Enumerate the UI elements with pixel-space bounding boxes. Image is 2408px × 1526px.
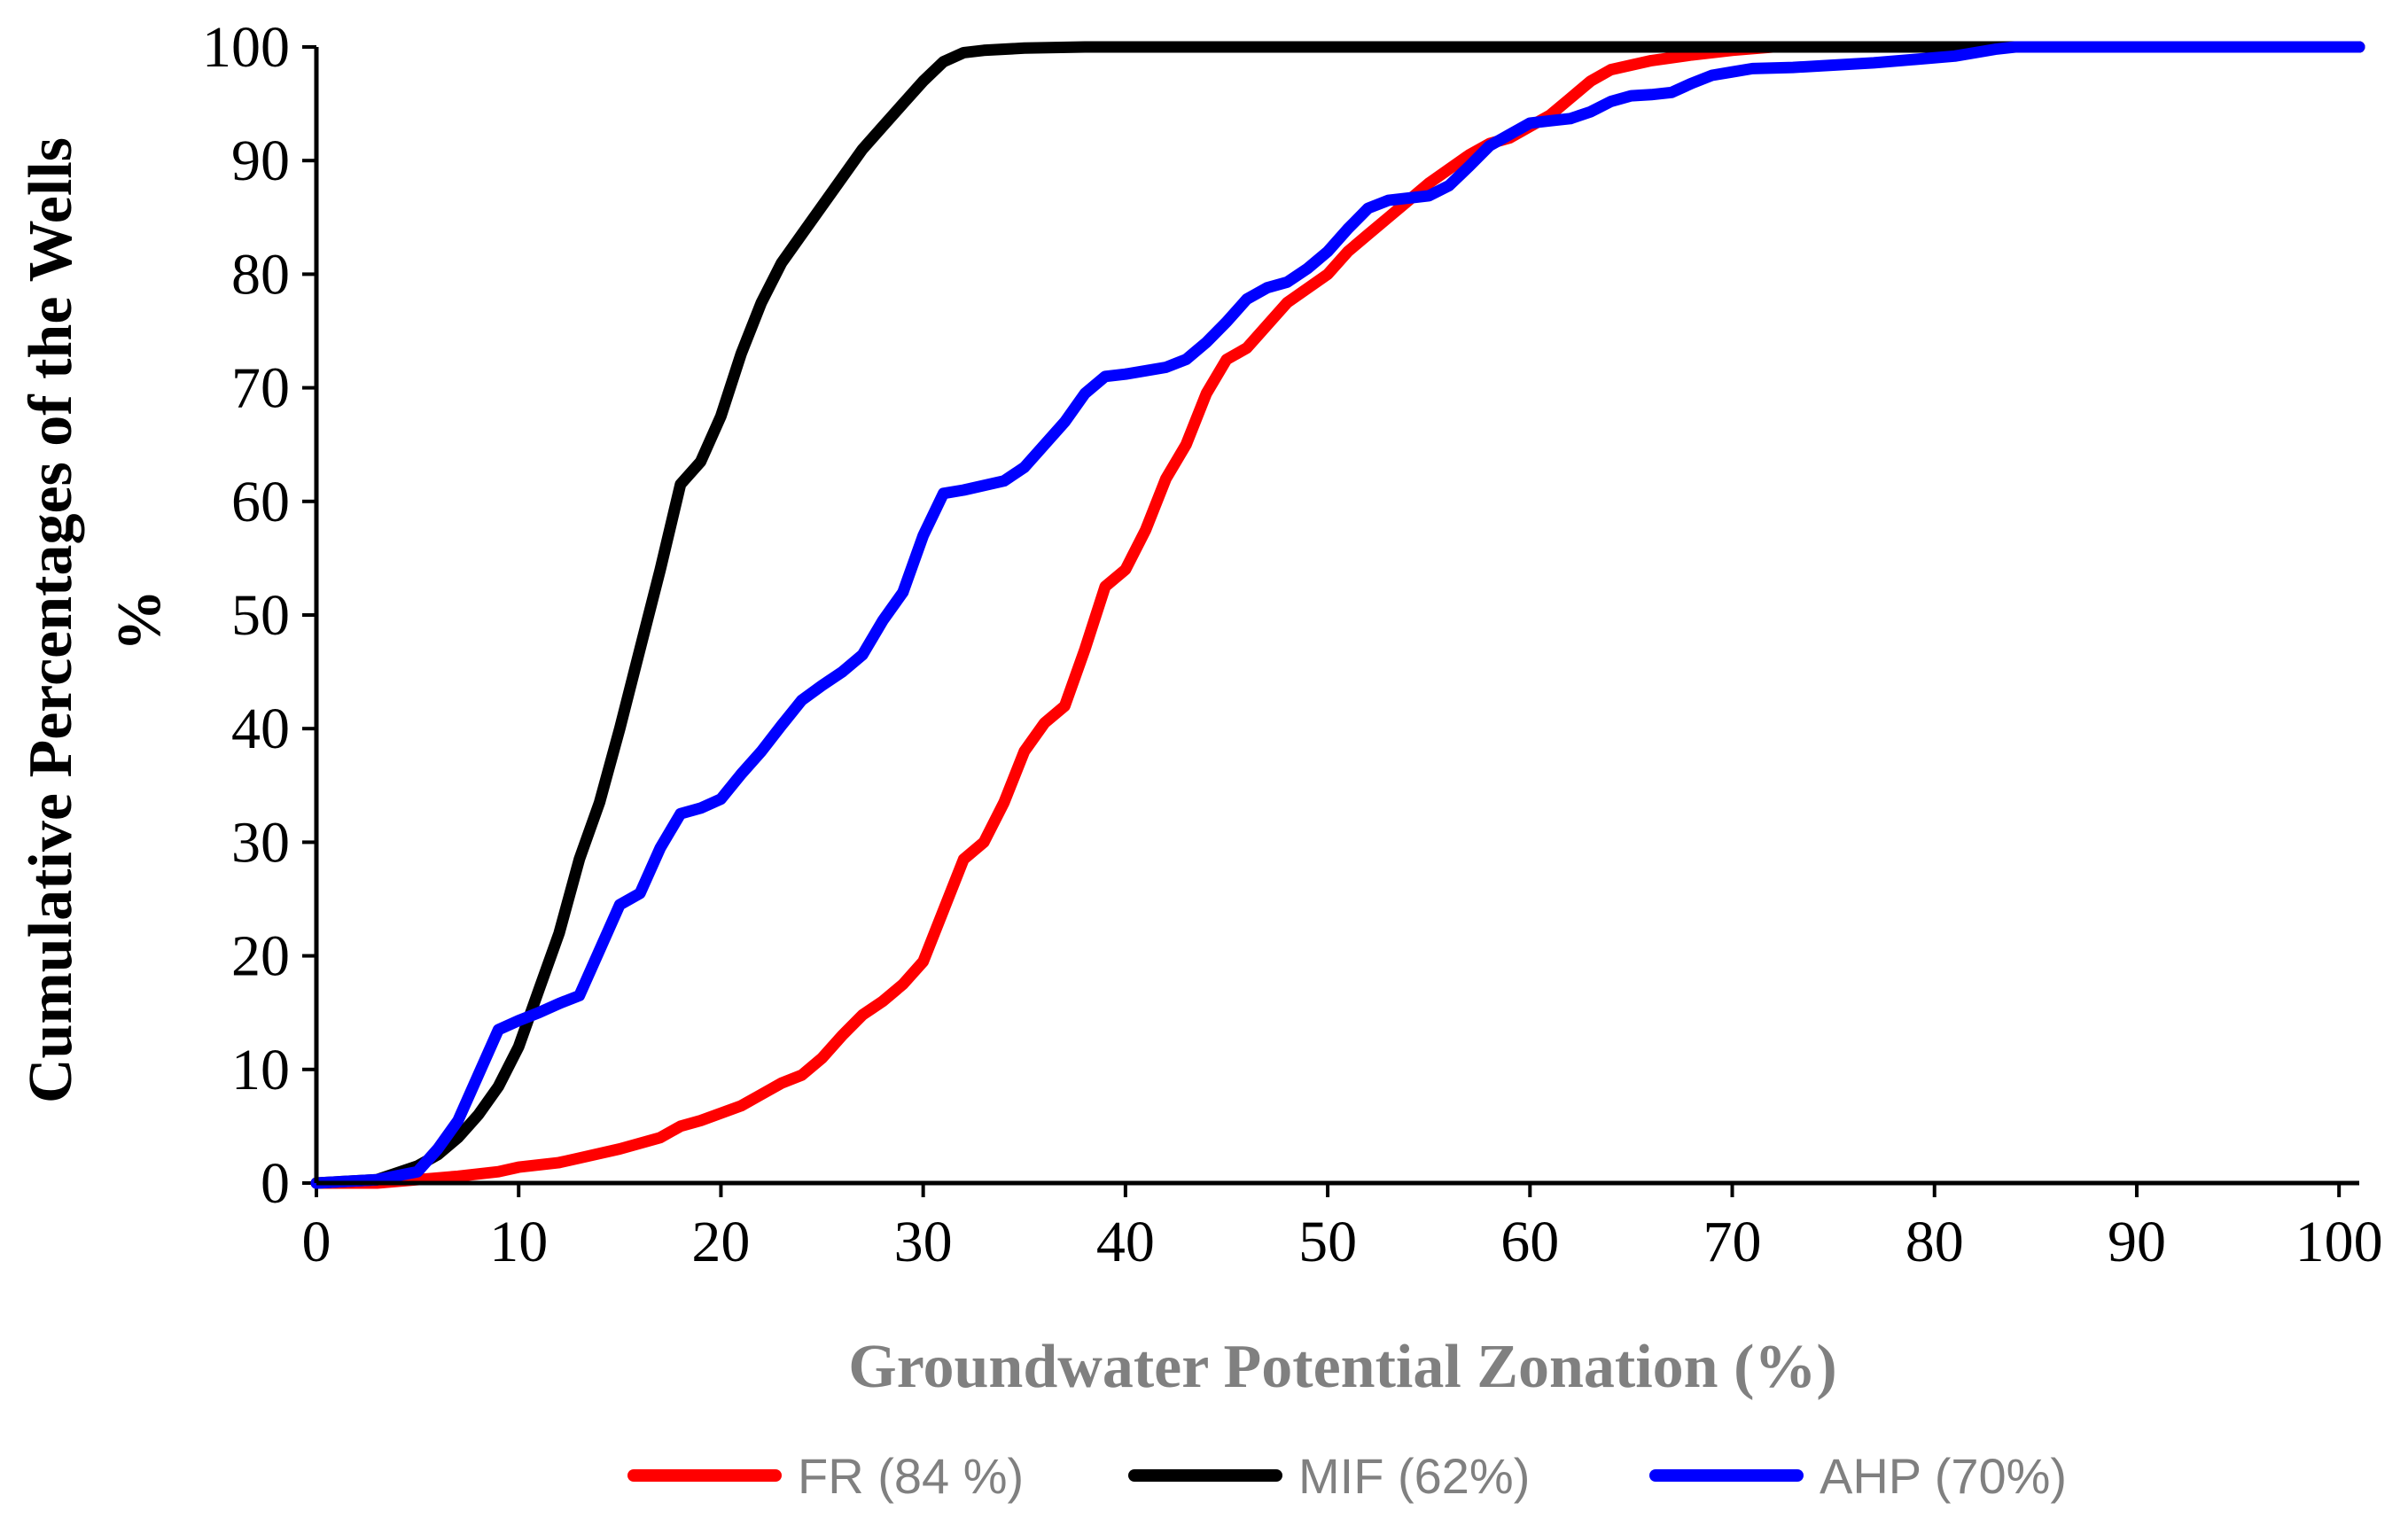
legend: FR (84 %) MIF (62%) AHP (70%) xyxy=(627,1448,2067,1504)
y-tick-label: 90 xyxy=(231,128,290,193)
x-tick-label: 20 xyxy=(691,1210,750,1274)
series-line-fr xyxy=(310,41,2365,1189)
x-axis-ticks: 0 10 20 30 40 50 60 70 80 90 100 xyxy=(302,1183,2383,1274)
x-tick-label: 40 xyxy=(1096,1210,1155,1274)
x-tick-label: 10 xyxy=(489,1210,548,1274)
y-tick-label: 60 xyxy=(231,470,290,534)
y-tick-label: 80 xyxy=(231,242,290,307)
legend-label-fr: FR (84 %) xyxy=(798,1448,1024,1504)
y-axis-title-line1: Cumulative Percentages of the Wells xyxy=(17,137,85,1103)
series-line-mif xyxy=(310,41,2365,1189)
y-tick-label: 100 xyxy=(202,15,290,80)
y-tick-label: 20 xyxy=(231,924,290,989)
x-tick-label: 60 xyxy=(1500,1210,1559,1274)
y-axis-title-line2: % xyxy=(105,589,174,651)
x-tick-label: 70 xyxy=(1703,1210,1762,1274)
legend-label-mif: MIF (62%) xyxy=(1298,1448,1530,1504)
y-tick-label: 0 xyxy=(261,1151,290,1216)
x-axis-title: Groundwater Potential Zonation (%) xyxy=(848,1333,1837,1401)
x-tick-label: 30 xyxy=(894,1210,953,1274)
x-tick-label: 0 xyxy=(302,1210,331,1274)
y-tick-label: 70 xyxy=(231,356,290,421)
x-tick-label: 90 xyxy=(2108,1210,2166,1274)
legend-label-ahp: AHP (70%) xyxy=(1820,1448,2067,1504)
x-tick-label: 50 xyxy=(1298,1210,1357,1274)
x-tick-label: 80 xyxy=(1905,1210,1964,1274)
series-layer xyxy=(310,41,2365,1189)
x-tick-label: 100 xyxy=(2295,1210,2383,1274)
y-tick-label: 40 xyxy=(231,697,290,761)
y-tick-label: 30 xyxy=(231,810,290,875)
y-tick-label: 50 xyxy=(231,583,290,648)
series-line-ahp xyxy=(310,41,2365,1189)
y-tick-label: 10 xyxy=(231,1038,290,1102)
y-axis-ticks: 0 10 20 30 40 50 60 70 80 90 100 xyxy=(202,15,316,1216)
